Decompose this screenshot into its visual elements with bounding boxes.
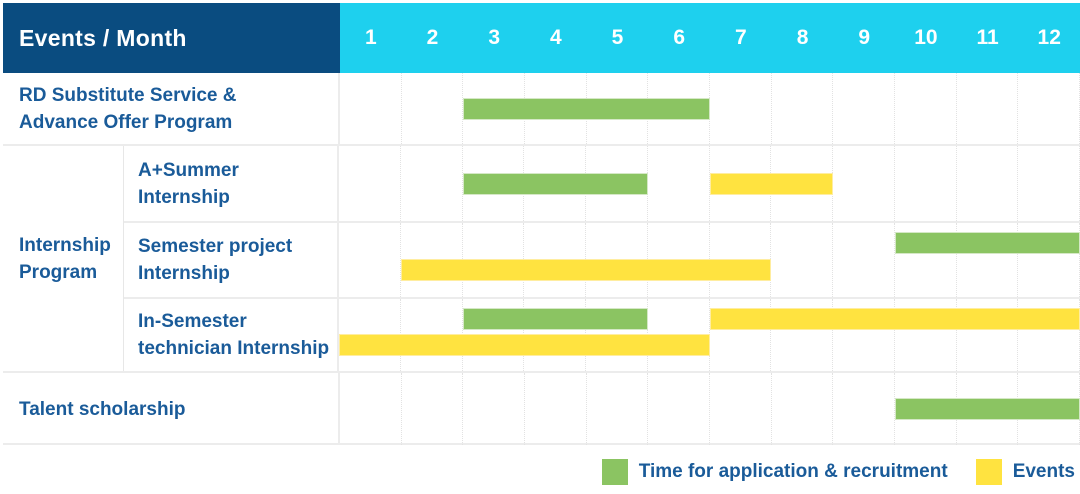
month-header-2: 2	[426, 26, 439, 49]
row-label-talent-scholarship: Talent scholarship	[3, 373, 340, 445]
grid-cell	[340, 73, 402, 144]
month-header-12: 12	[1037, 26, 1061, 49]
grid-cell	[402, 373, 464, 445]
month-header-1: 1	[364, 26, 377, 49]
grid-cell	[339, 146, 401, 221]
grid-cell	[648, 146, 710, 221]
month-header-11: 11	[976, 26, 999, 49]
month-header-4: 4	[550, 26, 562, 49]
legend-label-events: Events	[1012, 461, 1075, 482]
table-row-a-plus-summer: A+Summer Internship	[124, 146, 1080, 223]
label-line: Semester project	[138, 236, 293, 257]
bar-green-m3-m5	[462, 172, 648, 195]
grid-cell	[833, 299, 895, 371]
gantt-grid-in-semester-technician	[339, 299, 1080, 371]
row-label-semester-project: Semester project Internship	[124, 223, 339, 297]
label-line: technician Internship	[138, 338, 330, 359]
grid-cell	[833, 373, 896, 445]
legend-swatch-application-icon	[601, 459, 628, 485]
grid-cell	[340, 373, 402, 445]
bar-green-m10-m12	[894, 231, 1080, 254]
row-label-rd-program: RD Substitute Service & Advance Offer Pr…	[3, 73, 340, 144]
grid-cell	[895, 299, 957, 371]
grid-cell	[833, 223, 895, 297]
table-row-rd-program: RD Substitute Service & Advance Offer Pr…	[3, 73, 1080, 146]
grid-cell	[895, 146, 957, 221]
grid-cell	[648, 373, 711, 445]
bar-green-m3-m5	[462, 307, 648, 330]
rowgroup-label-internship-program: Internship Program	[3, 146, 124, 371]
legend-label-application: Time for application & recruitment	[638, 461, 948, 482]
grid-cell	[957, 299, 1019, 371]
legend-swatch-events-icon	[975, 459, 1002, 485]
grid-cell	[339, 223, 401, 297]
month-header-10: 10	[914, 26, 938, 49]
table-rowgroup-internship-program: Internship Program A+Summer Internship S…	[3, 146, 1080, 373]
grid-cell	[771, 299, 833, 371]
label-line: Program	[19, 261, 98, 283]
grid-cell	[1018, 146, 1080, 221]
table-row-semester-project: Semester project Internship	[124, 223, 1080, 299]
label-line: RD Substitute Service &	[19, 84, 237, 106]
gantt-grid-a-plus-summer	[339, 146, 1080, 221]
grid-cell	[587, 373, 649, 445]
grid-cell	[401, 146, 463, 221]
month-header-3: 3	[488, 26, 501, 49]
grid-cell	[771, 223, 833, 297]
month-header-5: 5	[611, 26, 624, 49]
grid-cell	[710, 373, 772, 445]
row-label-a-plus-summer: A+Summer Internship	[124, 146, 339, 221]
schedule-table: Events / Month 1 2 3 4 5 6 7 8 9 10 11 12 RD Substi…	[3, 3, 1080, 445]
grid-cell	[895, 223, 957, 297]
grid-cell	[957, 73, 1019, 144]
grid-cell	[525, 373, 587, 445]
events-month-corner-header: Events / Month	[3, 3, 340, 73]
label-line: Advance Offer Program	[19, 111, 233, 133]
label-line: Internship	[138, 186, 230, 208]
gantt-grid-semester-project	[339, 223, 1080, 297]
month-header-9: 9	[858, 26, 871, 49]
grid-cell	[833, 73, 896, 144]
month-header-row: 1 2 3 4 5 6 7 8 9 10 11 12	[340, 3, 1080, 73]
bar-green-m3-m6	[463, 97, 710, 120]
table-row-in-semester-technician: In-Semester technician Internship	[124, 299, 1080, 371]
internship-sub-rows: A+Summer Internship Semester project Int…	[124, 146, 1080, 371]
label-line: Internship	[138, 263, 230, 284]
label-line: Talent scholarship	[19, 398, 186, 420]
row-label-in-semester-technician: In-Semester technician Internship	[124, 299, 339, 371]
grid-cell	[710, 299, 772, 371]
gantt-grid-rd-program	[340, 73, 1080, 144]
grid-cell	[957, 146, 1019, 221]
grid-cell	[402, 73, 464, 144]
month-header-8: 8	[796, 26, 809, 49]
grid-cell	[772, 73, 834, 144]
grid-cell	[1018, 73, 1080, 144]
label-line: Internship	[19, 234, 111, 256]
table-header-row: Events / Month 1 2 3 4 5 6 7 8 9 10 11 12	[3, 3, 1080, 73]
grid-cell	[463, 373, 526, 445]
bar-yellow-m7-m8	[709, 172, 833, 195]
bar-green-m10-m12	[895, 398, 1080, 420]
grid-cell	[895, 73, 957, 144]
month-header-6: 6	[673, 26, 686, 49]
grid-cell	[772, 373, 834, 445]
grid-cell	[957, 223, 1019, 297]
month-header-7: 7	[735, 26, 747, 49]
gantt-grid-talent-scholarship	[340, 373, 1080, 445]
bar-yellow-m2-m7	[400, 258, 772, 281]
label-line: In-Semester	[138, 311, 247, 332]
grid-cell	[710, 73, 772, 144]
chart-legend: Time for application & recruitment Event…	[601, 459, 1075, 485]
label-line: A+Summer	[138, 159, 239, 181]
table-row-talent-scholarship: Talent scholarship	[3, 373, 1080, 445]
bar-yellow-m7-m12	[709, 307, 1080, 330]
grid-cell	[833, 146, 895, 221]
bar-yellow-m1-m6	[339, 333, 710, 356]
